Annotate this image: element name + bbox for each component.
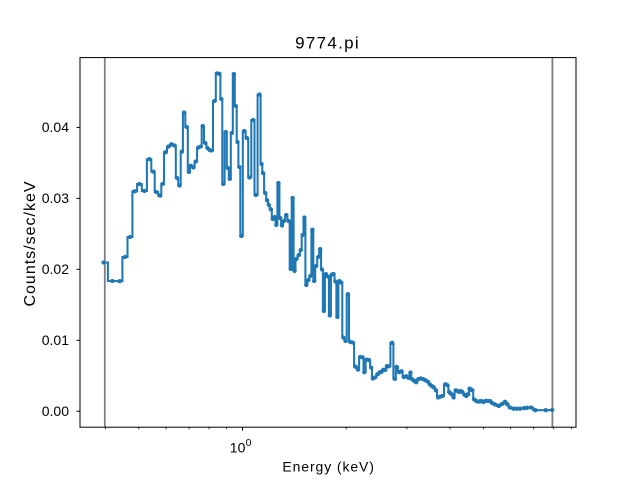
svg-text:0.01: 0.01 xyxy=(42,332,69,348)
svg-text:0.00: 0.00 xyxy=(42,403,69,419)
svg-text:0.02: 0.02 xyxy=(42,261,69,277)
svg-text:Energy (keV): Energy (keV) xyxy=(282,458,375,474)
svg-text:9774.pi: 9774.pi xyxy=(295,33,360,52)
svg-text:0.03: 0.03 xyxy=(42,190,69,206)
svg-text:0.04: 0.04 xyxy=(42,119,69,135)
svg-text:Counts/sec/keV: Counts/sec/keV xyxy=(22,180,39,306)
